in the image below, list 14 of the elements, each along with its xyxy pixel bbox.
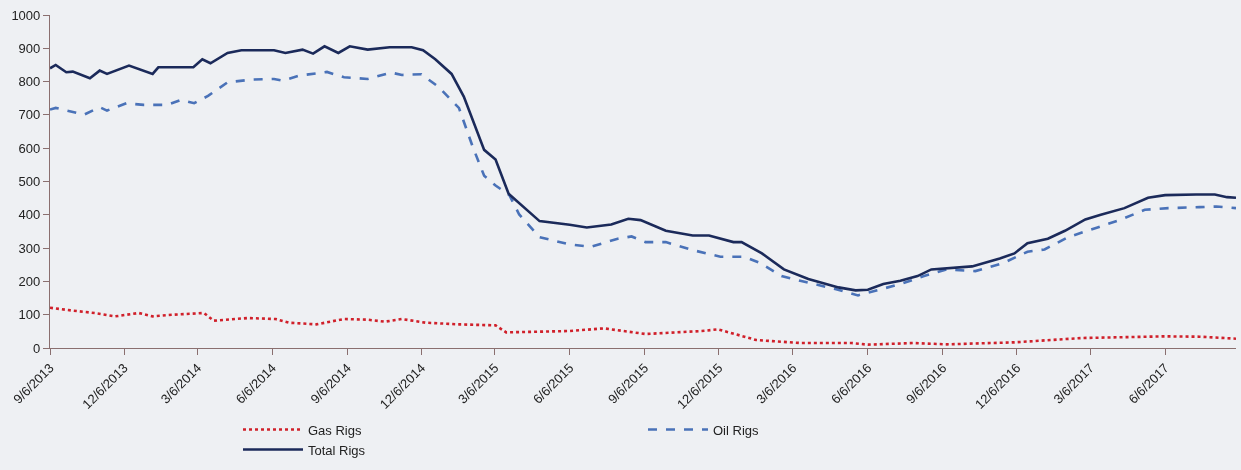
legend-label: Oil Rigs [713, 422, 760, 438]
y-tick-label: 800 [18, 74, 41, 90]
y-tick-label: 700 [18, 107, 41, 123]
y-tick-label: 600 [18, 140, 41, 156]
y-tick-label: 1000 [11, 7, 41, 23]
y-tick-label: 300 [18, 240, 41, 256]
y-tick-label: 900 [18, 40, 41, 56]
y-tick-label: 0 [33, 340, 41, 356]
y-tick-label: 400 [18, 207, 41, 223]
y-tick-label: 200 [18, 273, 41, 289]
legend-label: Gas Rigs [308, 422, 362, 438]
y-tick-label: 100 [18, 307, 41, 323]
legend-label: Total Rigs [308, 442, 366, 458]
y-tick-label: 500 [18, 174, 41, 190]
